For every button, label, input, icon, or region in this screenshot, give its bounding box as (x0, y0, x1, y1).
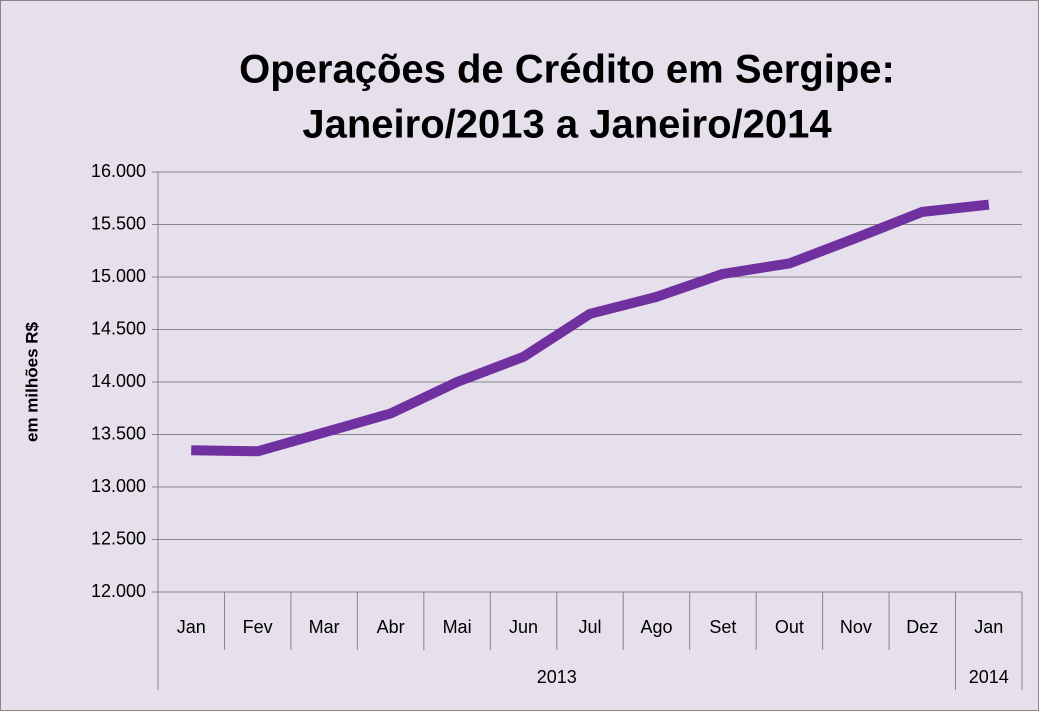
y-tick-label: 14.500 (91, 318, 146, 338)
y-tick-label: 14.000 (91, 371, 146, 391)
chart-title: Janeiro/2013 a Janeiro/2014 (302, 103, 832, 147)
chart-title: Operações de Crédito em Sergipe: (239, 48, 895, 92)
x-tick-label: Nov (840, 617, 872, 637)
x-tick-label: Fev (243, 617, 273, 637)
y-tick-label: 15.500 (91, 213, 146, 233)
x-tick-label: Dez (906, 617, 938, 637)
y-tick-label: 12.000 (91, 581, 146, 601)
y-tick-label: 12.500 (91, 528, 146, 548)
x-tick-label: Mai (443, 617, 472, 637)
x-tick-label: Jan (974, 617, 1003, 637)
x-group-label: 2014 (969, 667, 1009, 687)
x-tick-label: Mar (309, 617, 340, 637)
y-tick-label: 13.500 (91, 423, 146, 443)
x-tick-label: Jun (509, 617, 538, 637)
x-tick-label: Jul (578, 617, 601, 637)
x-tick-label: Set (709, 617, 736, 637)
x-tick-label: Jan (177, 617, 206, 637)
y-tick-label: 15.000 (91, 266, 146, 286)
x-tick-label: Ago (640, 617, 672, 637)
y-tick-label: 16.000 (91, 161, 146, 181)
y-axis-label: em milhões R$ (22, 321, 41, 442)
x-tick-label: Out (775, 617, 804, 637)
x-group-label: 2013 (537, 667, 577, 687)
y-tick-label: 13.000 (91, 476, 146, 496)
line-series (191, 199, 990, 457)
x-tick-label: Abr (377, 617, 405, 637)
